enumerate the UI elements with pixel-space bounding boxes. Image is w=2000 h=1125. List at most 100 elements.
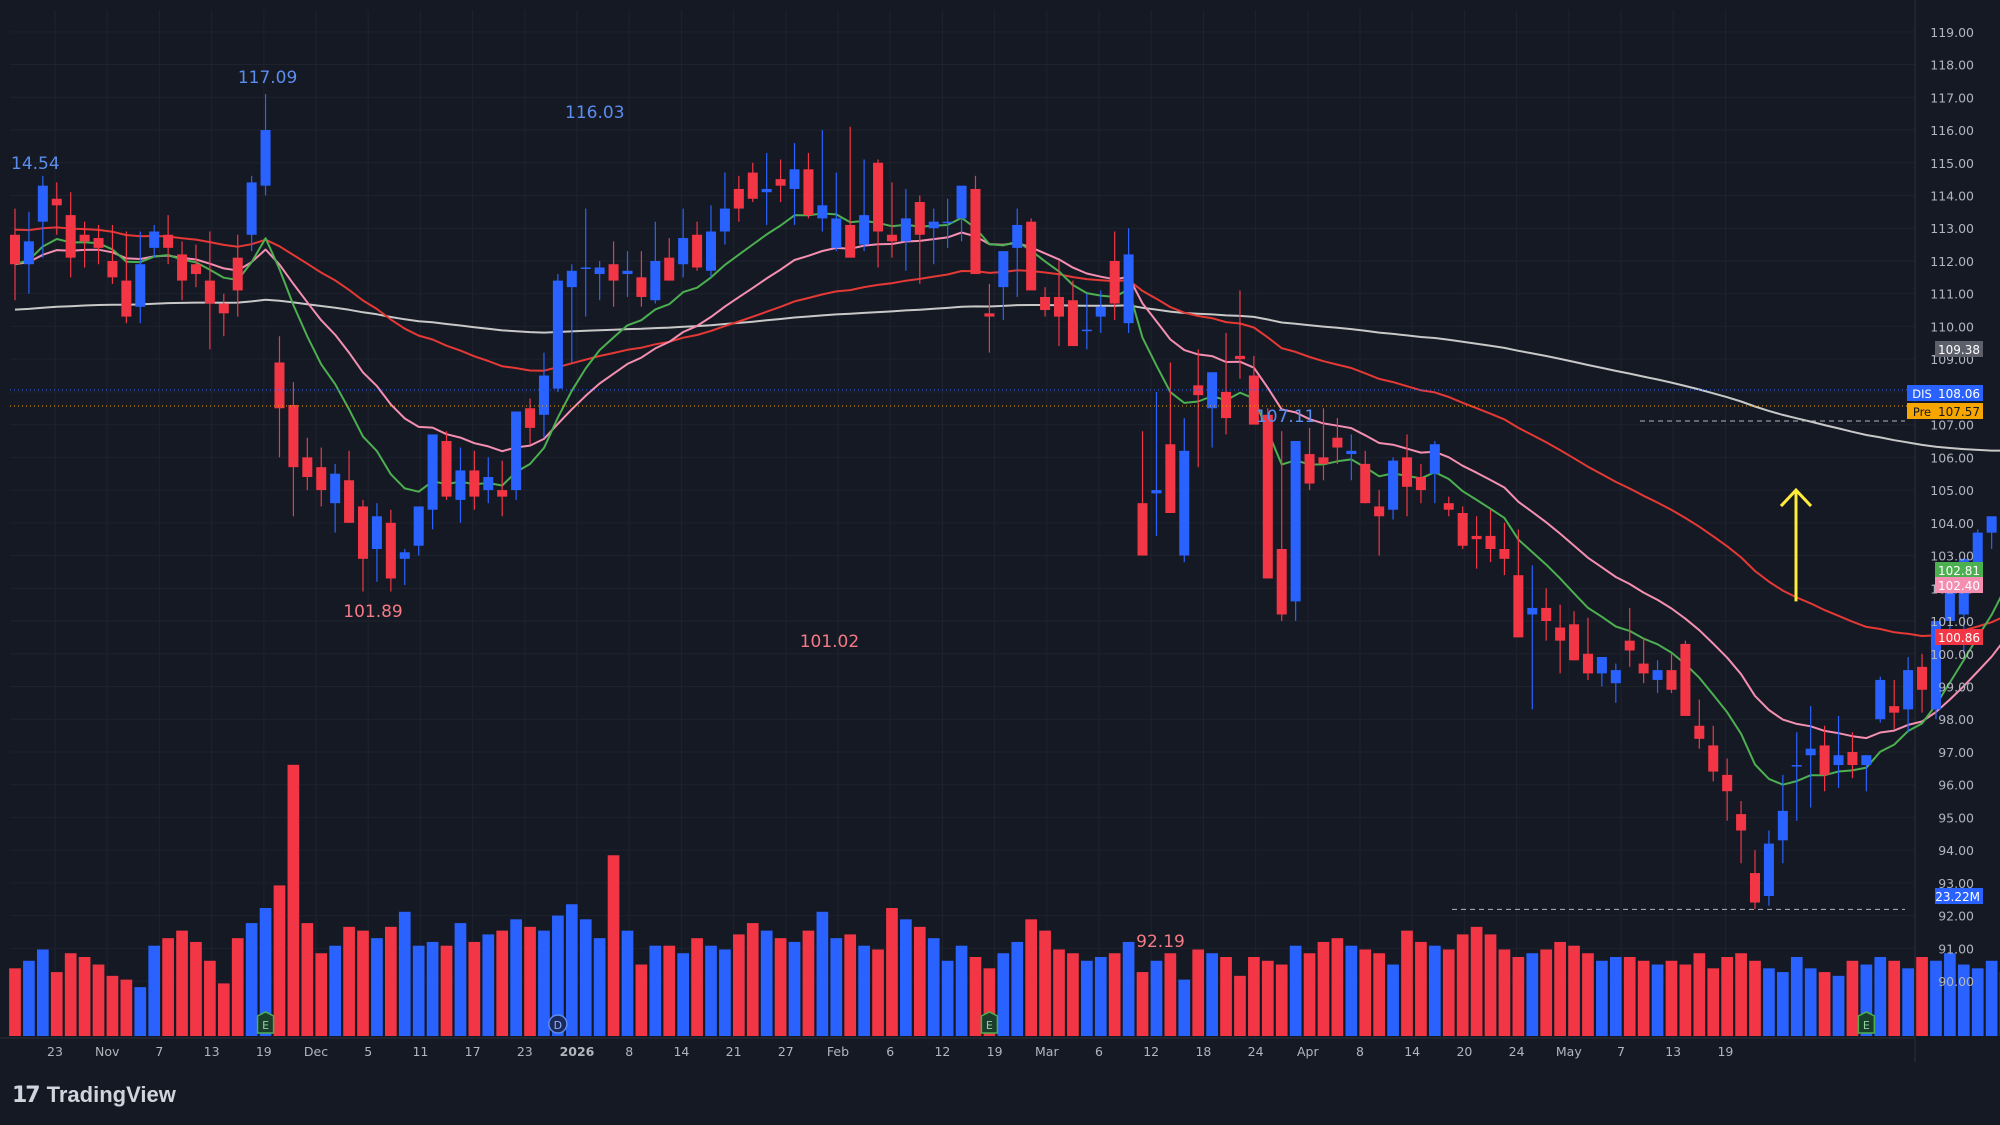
event-marker-icon: E — [256, 1011, 275, 1034]
candle-body — [1652, 670, 1663, 680]
candle-body — [956, 185, 967, 219]
candle-body — [1972, 532, 1983, 572]
volume-bar — [1470, 926, 1483, 1036]
candle-body — [93, 238, 104, 248]
volume-bar — [1707, 968, 1720, 1036]
price-tick-label: 103.00 — [1930, 549, 1974, 564]
time-tick-label: 21 — [726, 1044, 742, 1059]
price-badge-box — [1935, 577, 1983, 593]
high-annotation-1: 117.09 — [238, 68, 297, 88]
price-axis[interactable]: 90.00 91.00 92.00 93.00 94.00 95.00 96.00 97.00… — [1907, 25, 1983, 989]
candle-body — [1875, 679, 1886, 720]
volume-bar — [858, 945, 870, 1036]
volume-bar — [190, 941, 202, 1036]
volume-bar — [1776, 972, 1789, 1036]
candle-body — [357, 506, 369, 559]
high-annotation-3: 107.11 — [1256, 407, 1315, 427]
candlesticks — [9, 94, 1997, 910]
candle-body — [1388, 460, 1399, 510]
up-arrow-head — [1779, 487, 1813, 508]
candle-body — [1179, 450, 1190, 556]
volume-bar — [1498, 949, 1511, 1036]
candle-body — [399, 552, 410, 559]
candle-body — [538, 375, 549, 415]
volume-bar — [1387, 964, 1399, 1036]
volume-bar — [1220, 957, 1232, 1036]
price-tick-label: 113.00 — [1930, 221, 1974, 236]
time-tick-label: 8 — [625, 1044, 633, 1059]
price-tick-label: 115.00 — [1930, 156, 1974, 171]
candle-body — [525, 408, 536, 428]
candle-body — [1123, 254, 1134, 324]
volume-bar — [426, 941, 439, 1036]
time-tick-label: Mar — [1035, 1044, 1059, 1059]
time-tick-label: 14 — [673, 1044, 689, 1059]
volume-bar — [538, 930, 550, 1036]
volume-bar — [983, 968, 996, 1036]
volume-bar — [1011, 941, 1024, 1036]
price-tick-label: 96.00 — [1938, 778, 1974, 793]
volume-bar — [1944, 953, 1956, 1036]
candle-body — [23, 241, 34, 265]
volume-bar — [788, 941, 801, 1036]
volume-bar — [1108, 953, 1121, 1036]
volume-bar — [649, 945, 662, 1036]
candle-body — [1541, 607, 1552, 622]
volume-bar — [1359, 949, 1372, 1036]
candle-body — [692, 234, 703, 268]
candle-body — [1318, 457, 1329, 464]
time-tick-label: 2026 — [560, 1044, 595, 1059]
candle-body — [566, 270, 577, 288]
volume-bar — [830, 938, 843, 1036]
price-badge: 102.81 — [1935, 562, 1983, 578]
candle-body — [1360, 463, 1371, 504]
candle-body — [135, 264, 146, 307]
candle-body — [483, 476, 494, 491]
price-badge: Pre 107.57 — [1907, 403, 1983, 419]
time-axis[interactable]: 23 Nov 7 13 19 Dec 5 11 17 23 2026 8 14 21 27 Feb 6 12 19 M… — [47, 1044, 1733, 1059]
candle-body — [1847, 751, 1858, 766]
price-tick-label: 117.00 — [1930, 90, 1974, 105]
volume-bar — [1234, 975, 1246, 1036]
price-tick-label: 98.00 — [1938, 712, 1974, 727]
volume-bar — [997, 953, 1010, 1036]
candle-body — [1708, 745, 1719, 772]
time-tick-label: 5 — [364, 1044, 372, 1059]
candle-body — [1917, 666, 1928, 690]
candle-body — [594, 267, 605, 275]
price-badge-box — [1935, 629, 1983, 645]
price-badge-value: 107.57 — [1938, 405, 1980, 419]
candle-body — [1207, 372, 1218, 409]
time-tick-label: 6 — [886, 1044, 894, 1059]
volume-bar — [1192, 949, 1205, 1036]
candle-body — [427, 434, 438, 510]
volume-bar — [176, 930, 188, 1036]
candle-body — [1262, 414, 1273, 579]
volume-bar — [941, 960, 954, 1036]
volume-bar — [635, 964, 648, 1036]
volume-bar — [134, 987, 147, 1036]
time-tick-label: 11 — [412, 1044, 428, 1059]
volume-bar — [1067, 953, 1079, 1036]
volume-bar — [1122, 941, 1135, 1036]
volume-bar — [357, 930, 369, 1036]
volume-bar — [1094, 957, 1107, 1036]
volume-bar — [1053, 949, 1065, 1036]
tradingview-logo[interactable]: 17 TradingView — [12, 1082, 176, 1108]
volume-bar — [1331, 938, 1344, 1036]
candle-body — [1666, 670, 1677, 690]
volume-bar — [1721, 957, 1734, 1036]
volume-bar — [1846, 960, 1859, 1036]
candle-body — [37, 185, 48, 222]
price-badge-box — [1935, 562, 1983, 578]
volume-bar — [343, 926, 355, 1036]
volume-bar — [900, 919, 912, 1036]
volume-bar — [1540, 949, 1553, 1036]
candle-body — [330, 473, 341, 504]
volume-bar — [1039, 930, 1051, 1036]
time-tick-label: 19 — [256, 1044, 272, 1059]
time-tick-label: 24 — [1509, 1044, 1525, 1059]
price-badge-tag — [1907, 385, 1937, 401]
volume-bar — [969, 957, 982, 1036]
